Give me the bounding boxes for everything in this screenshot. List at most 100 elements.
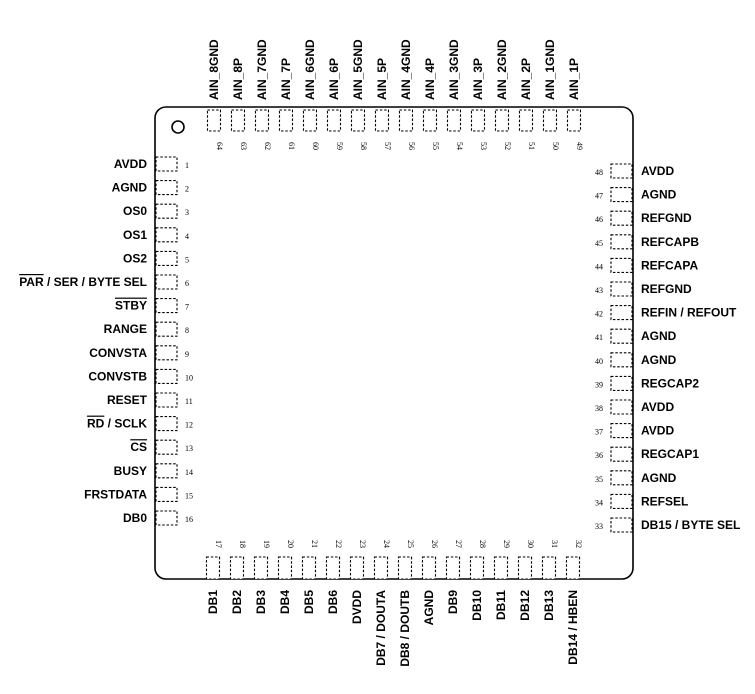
pin-label: DB15 / BYTE SEL [641, 518, 740, 532]
pin-11: RESET 11 [107, 392, 193, 408]
pin-label: DB14 / HBEN [566, 590, 580, 665]
pin-62: AIN_7GND 62 [254, 39, 272, 150]
pin-pad [155, 416, 178, 432]
pin-pad [610, 517, 633, 533]
pin-number: 46 [595, 215, 603, 224]
pin-24: DB7 / DOUTA 24 [373, 540, 391, 666]
pin-pad [422, 109, 438, 132]
pin-number: 8 [185, 326, 189, 335]
pin-pad [155, 321, 178, 337]
pin-label: REFGND [641, 211, 692, 225]
pin-label: REGCAP1 [641, 447, 699, 461]
pin-23: DVDD 23 [349, 540, 367, 624]
pin-number: 23 [358, 540, 367, 548]
pin-number: 28 [478, 540, 487, 548]
pin-number: 51 [527, 142, 536, 150]
pin-label: AIN_5P [375, 58, 389, 100]
pin-number: 11 [185, 397, 193, 406]
pin-label: REFIN / REFOUT [641, 306, 737, 320]
pin-label: DB4 [278, 590, 292, 614]
pin-number: 2 [185, 185, 189, 194]
pin-label: AVDD [641, 400, 674, 414]
pin-label: OS1 [123, 228, 147, 242]
pin-pad [470, 109, 486, 132]
pin-number: 32 [574, 540, 583, 548]
pin-40: AGND 40 [595, 352, 677, 368]
pin-label: AGND [641, 471, 677, 485]
pin-number: 64 [215, 142, 224, 150]
pin-label: DB10 [470, 590, 484, 621]
pin-57: AIN_5P 57 [374, 58, 392, 150]
pin-number: 45 [595, 239, 603, 248]
pin-pad [610, 257, 633, 273]
pin-number: 44 [595, 262, 603, 271]
pin-number: 54 [455, 142, 464, 150]
pin-label: AIN_5GND [351, 39, 365, 100]
pin-pad [610, 187, 633, 203]
pin-label: DB13 [542, 590, 556, 621]
pin-50: AIN_1GND 50 [542, 39, 560, 150]
pin-label: DB2 [230, 590, 244, 614]
pin-label: DB0 [123, 511, 147, 525]
pin-label: STBY [115, 299, 147, 313]
pin-pad [610, 493, 633, 509]
pin-7: STBY 7 [115, 298, 189, 314]
pin-label: AIN_6P [327, 58, 341, 100]
pin-label: DB9 [446, 590, 460, 614]
pin-39: REGCAP2 39 [595, 375, 699, 391]
pin-label: AIN_1GND [543, 39, 557, 100]
pin-number: 48 [595, 168, 603, 177]
pin-pad [155, 180, 178, 196]
pin-19: DB3 19 [253, 540, 271, 614]
pin-15: FRSTDATA 15 [84, 486, 193, 502]
pin-pad [610, 446, 633, 462]
pin-number: 16 [185, 515, 193, 524]
pin-26: AGND 26 [421, 540, 439, 625]
pin-number: 52 [503, 142, 512, 150]
pin-number: 15 [185, 491, 193, 500]
pin-number: 6 [185, 279, 189, 288]
pin-label: CS [130, 440, 147, 454]
pin-pad [373, 556, 389, 580]
pin-pad [155, 368, 178, 384]
pin-number: 61 [287, 142, 296, 150]
pin-number: 24 [382, 540, 391, 548]
pin-pad [254, 109, 270, 132]
pin-number: 34 [595, 498, 603, 507]
pin-pad [610, 423, 633, 439]
pin-label: REFCAPB [641, 235, 699, 249]
pin-58: AIN_5GND 58 [350, 39, 368, 150]
pin-pad [206, 109, 222, 132]
pin-number: 49 [575, 142, 584, 150]
pin-61: AIN_7P 61 [278, 58, 296, 150]
pin-25: DB8 / DOUTB 25 [397, 540, 415, 667]
pin-number: 5 [185, 255, 189, 264]
pin-pad [565, 556, 581, 580]
pin-pad [610, 163, 633, 179]
pin-number: 7 [185, 303, 189, 312]
pin-pad [518, 109, 534, 132]
pin-number: 58 [359, 142, 368, 150]
pin-number: 3 [185, 208, 189, 217]
pin-pad [374, 109, 390, 132]
pin-22: DB6 22 [325, 540, 343, 614]
pin-label: AIN_2P [519, 58, 533, 100]
pin-pad [155, 486, 178, 502]
pin1-indicator-dot [171, 120, 185, 134]
pin-label: AGND [641, 188, 677, 202]
pin-number: 13 [185, 444, 193, 453]
pin-28: DB10 28 [469, 540, 487, 621]
pin-18: DB2 18 [229, 540, 247, 614]
pin-number: 47 [595, 192, 603, 201]
pin-label: AIN_1P [567, 58, 581, 100]
pin-label: RD / SCLK [87, 417, 147, 431]
pin-9: CONVSTA 9 [89, 345, 189, 361]
pin-16: DB0 16 [123, 510, 193, 526]
pin-pad [205, 556, 221, 580]
pin-pad [610, 210, 633, 226]
pin-pad [398, 109, 414, 132]
pin-number: 41 [595, 333, 603, 342]
pin-45: REFCAPB 45 [595, 234, 699, 250]
pin-20: DB4 20 [277, 540, 295, 614]
